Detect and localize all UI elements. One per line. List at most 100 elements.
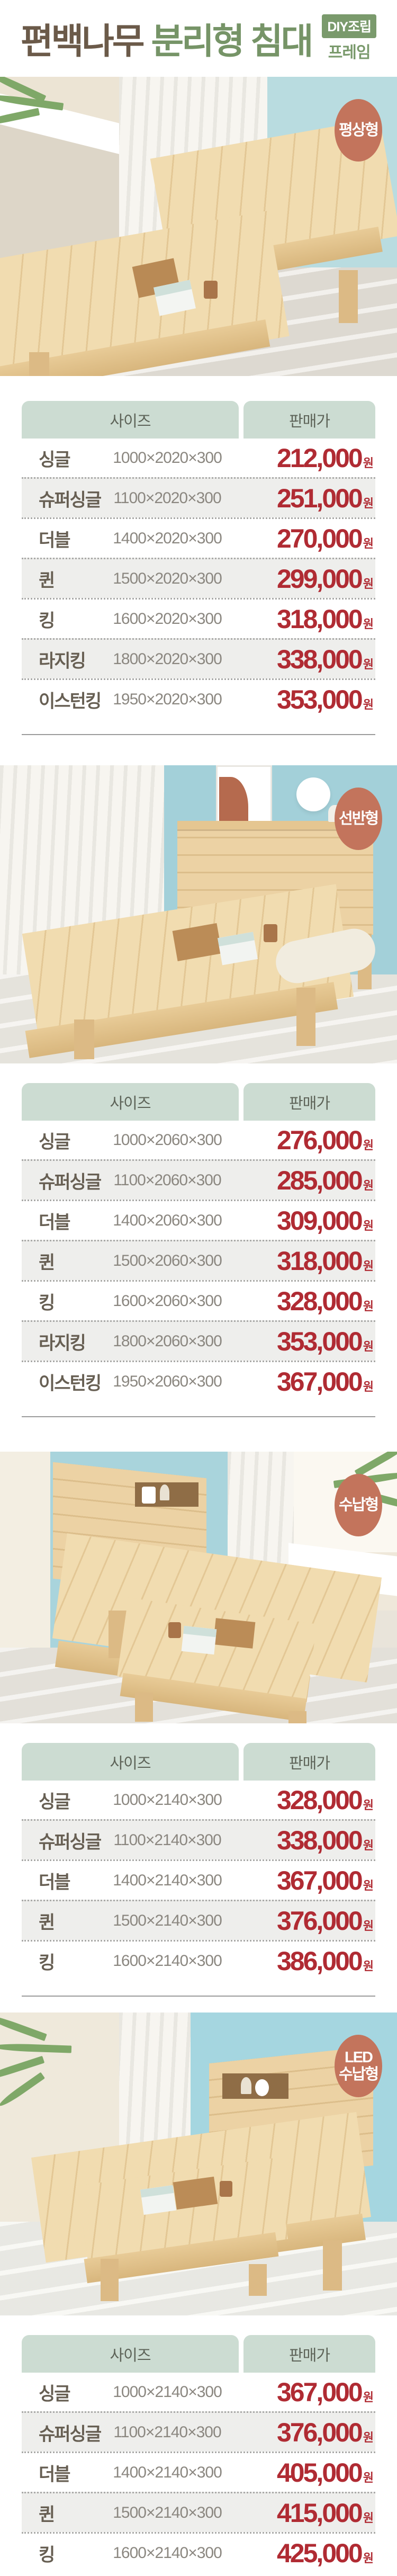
headboard-top-rail xyxy=(177,821,373,829)
table-row: 퀸 1500×2060×300 318,000 원 xyxy=(22,1240,375,1280)
table-header-row: 사이즈 판매가 xyxy=(22,2335,375,2373)
price-value: 338,000 xyxy=(277,1825,363,1855)
vase-prop xyxy=(241,2077,251,2094)
price-value: 376,000 xyxy=(277,2417,363,2447)
dimensions: 1100×2060×300 xyxy=(113,1171,221,1189)
price-value: 353,000 xyxy=(277,684,363,714)
price-value: 251,000 xyxy=(277,483,363,513)
cup-prop xyxy=(220,2181,232,2197)
cup-prop xyxy=(264,924,277,942)
price-value: 299,000 xyxy=(277,564,363,594)
won-unit: 원 xyxy=(363,1959,374,1973)
dimensions: 1800×2060×300 xyxy=(113,1332,222,1350)
price-column-header: 판매가 xyxy=(243,1083,375,1121)
price-cell: 376,000 원 xyxy=(277,2417,374,2448)
price-cell: 415,000 원 xyxy=(277,2498,374,2528)
price-cell: 328,000 원 xyxy=(277,1785,374,1815)
table-bottom-padding xyxy=(22,2572,375,2576)
dimensions: 1500×2140×300 xyxy=(113,1911,222,1929)
price-value: 276,000 xyxy=(277,1125,363,1155)
price-value: 386,000 xyxy=(277,1946,363,1976)
price-table-storage-type: 사이즈 판매가 싱글 1000×2140×300 328,000 원 슈퍼싱글 1… xyxy=(22,1743,375,1997)
dimensions: 1500×2140×300 xyxy=(113,2503,222,2521)
table-row: 슈퍼싱글 1100×2060×300 285,000 원 xyxy=(22,1159,375,1200)
size-name: 더블 xyxy=(39,530,71,550)
table-bottom-padding xyxy=(22,1401,375,1416)
diy-badge: DIY조립 xyxy=(322,14,377,38)
size-name: 싱글 xyxy=(39,1132,71,1152)
price-value: 318,000 xyxy=(277,1246,363,1276)
table-row: 킹 1600×2140×300 386,000 원 xyxy=(22,1940,375,1980)
price-column-header: 판매가 xyxy=(243,401,375,439)
won-unit: 원 xyxy=(363,577,374,591)
table-row: 킹 1600×2060×300 328,000 원 xyxy=(22,1280,375,1320)
size-name: 더블 xyxy=(39,1872,71,1892)
title-product: 분리형 침대 xyxy=(151,22,314,61)
price-value: 309,000 xyxy=(277,1205,363,1236)
book-prop xyxy=(140,2185,177,2215)
price-cell: 386,000 원 xyxy=(277,1946,374,1976)
beige-wall xyxy=(0,1452,50,1674)
won-unit: 원 xyxy=(363,617,374,631)
table-leg xyxy=(135,1693,153,1722)
type-badge-led-storage: LED 수납형 xyxy=(335,2035,382,2097)
table-row: 킹 1600×2140×300 425,000 원 xyxy=(22,2532,375,2572)
price-cell: 270,000 원 xyxy=(277,523,374,554)
size-name: 퀸 xyxy=(39,1912,55,1933)
price-cell: 353,000 원 xyxy=(277,1326,374,1357)
size-name: 더블 xyxy=(39,1212,71,1232)
table-row: 슈퍼싱글 1100×2140×300 338,000 원 xyxy=(22,1819,375,1859)
won-unit: 원 xyxy=(363,1798,374,1812)
price-cell: 338,000 원 xyxy=(277,1825,374,1856)
bed-leg xyxy=(296,988,315,1046)
price-cell: 318,000 원 xyxy=(277,604,374,634)
table-row: 싱글 1000×2020×300 212,000 원 xyxy=(22,439,375,477)
dimensions: 1100×2020×300 xyxy=(113,489,221,507)
dimensions: 1000×2060×300 xyxy=(113,1131,222,1149)
price-cell: 318,000 원 xyxy=(277,1246,374,1276)
dimensions: 1600×2140×300 xyxy=(113,1952,222,1970)
won-unit: 원 xyxy=(363,1138,374,1152)
table-row: 더블 1400×2060×300 309,000 원 xyxy=(22,1200,375,1240)
size-name: 킹 xyxy=(39,1953,55,1973)
table-row: 더블 1400×2020×300 270,000 원 xyxy=(22,517,375,558)
dimensions: 1500×2020×300 xyxy=(113,569,222,587)
won-unit: 원 xyxy=(363,657,374,671)
type-badge-label-line1: LED xyxy=(345,2049,373,2066)
won-unit: 원 xyxy=(363,1259,374,1273)
bed-leg xyxy=(323,2240,342,2291)
price-value: 270,000 xyxy=(277,523,363,553)
table-bottom-padding xyxy=(22,1980,375,1996)
size-name: 이스턴킹 xyxy=(39,691,102,711)
page-title: 편백나무 분리형 침대 DIY조립 프레임 xyxy=(21,13,377,64)
price-value: 328,000 xyxy=(277,1785,363,1815)
dimensions: 1000×2140×300 xyxy=(113,2383,222,2401)
table-header-row: 사이즈 판매가 xyxy=(22,1743,375,1781)
dimensions: 1000×2140×300 xyxy=(113,1791,222,1809)
price-cell: 367,000 원 xyxy=(277,2377,374,2408)
bed-leg xyxy=(74,1019,94,1059)
table-bottom-padding xyxy=(22,719,375,734)
size-column-header: 사이즈 xyxy=(22,401,239,439)
price-column-header: 판매가 xyxy=(243,2335,375,2373)
size-name: 킹 xyxy=(39,1293,55,1313)
won-unit: 원 xyxy=(363,1919,374,1933)
won-unit: 원 xyxy=(363,2471,374,2484)
won-unit: 원 xyxy=(363,2390,374,2404)
table-row: 더블 1400×2140×300 405,000 원 xyxy=(22,2452,375,2492)
price-cell: 276,000 원 xyxy=(277,1125,374,1156)
price-value: 212,000 xyxy=(277,443,363,473)
won-unit: 원 xyxy=(363,1380,374,1393)
size-name: 라지킹 xyxy=(39,1333,86,1353)
price-table-flat-type: 사이즈 판매가 싱글 1000×2020×300 212,000 원 슈퍼싱글 1… xyxy=(22,401,375,735)
product-photo-storage-type: 수납형 xyxy=(0,1452,397,1723)
size-name: 싱글 xyxy=(39,1792,71,1812)
size-name: 이스턴킹 xyxy=(39,1373,102,1393)
price-value: 415,000 xyxy=(277,2498,363,2528)
type-badge-label: 선반형 xyxy=(338,810,379,827)
type-badge-label-line2: 수납형 xyxy=(338,2066,379,2083)
cup-prop xyxy=(168,1622,181,1638)
won-unit: 원 xyxy=(363,496,374,510)
price-value: 425,000 xyxy=(277,2538,363,2568)
price-cell: 212,000 원 xyxy=(277,443,374,473)
